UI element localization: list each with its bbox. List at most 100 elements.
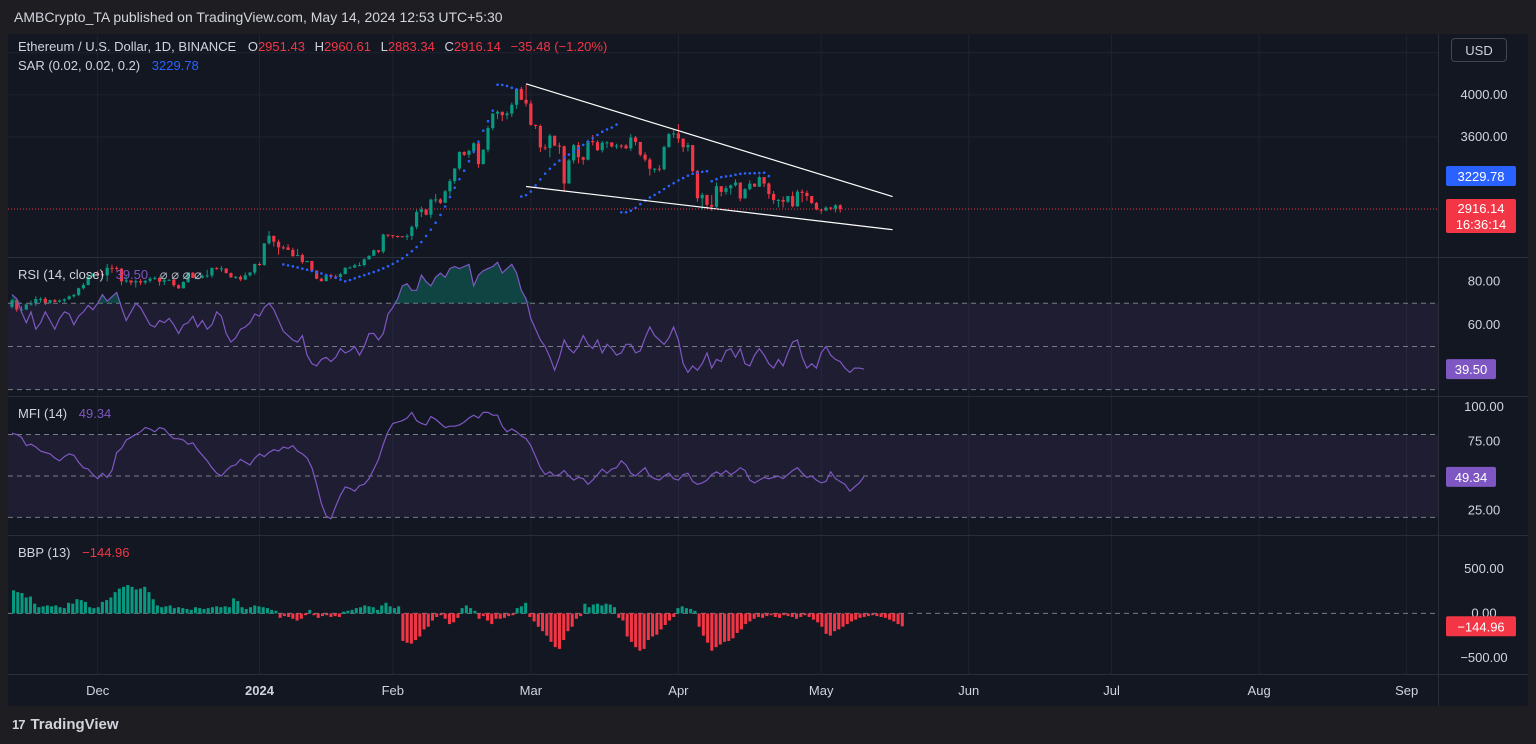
candle-body-96 [467,150,471,155]
bbp-bar-207 [888,613,892,620]
bbp-bar-57 [253,605,257,614]
rsi-pane[interactable] [8,261,1438,391]
bbp-bar-157 [676,608,680,614]
candle-body-162 [781,199,785,202]
trendline-lower [526,185,893,231]
sar-label: SAR (0.02, 0.02, 0.2) [18,58,140,73]
bbp-bar-180 [773,613,777,617]
bbp-bar-60 [265,608,269,614]
bbp-bar-193 [828,613,832,636]
bbp-bar-181 [778,613,782,618]
sar-dot-95 [734,173,737,176]
price-pane[interactable] [8,83,1438,314]
candle-102 [495,110,500,120]
bbp-bar-150 [646,613,650,641]
candle-body-172 [829,207,833,209]
bbp-bar-199 [854,613,858,620]
rsi-value-marker: 39.50 [1446,359,1496,380]
x-tick-7: Jul [1103,683,1120,698]
low-value: 2883.34 [388,39,435,54]
bbp-bar-154 [663,613,667,625]
sar-dot-57 [553,163,556,166]
candle-body-19 [100,274,105,276]
candle-145 [700,192,704,210]
bbp-bar-162 [697,613,701,627]
bbp-bar-28 [130,586,134,614]
candle-body-6 [38,298,43,300]
mfi-value-marker: 49.34 [1446,466,1496,487]
sar-dot-42 [481,129,485,132]
last-price-marker-label: 2916.14 [1458,201,1505,216]
candle-133 [643,152,647,162]
candle-body-119 [576,145,581,158]
bbp-bar-50 [223,606,227,614]
sar-dot-3 [296,266,299,269]
candle-144 [695,169,700,202]
candle-146 [705,194,709,208]
bbp-bar-33 [151,599,155,614]
bbp-bar-3 [24,597,28,614]
candle-35 [177,284,181,289]
sar-dot-23 [391,262,395,266]
mfi-pane[interactable] [8,411,1438,520]
candle-28 [143,280,147,285]
candle-112 [543,144,547,151]
tradingview-logo-icon: 17 [12,717,26,732]
candle-128 [619,144,623,149]
candle-body-160 [772,193,776,201]
candle-body-71 [348,267,352,269]
candle-body-135 [653,168,657,170]
candle-39 [196,277,200,279]
candle-body-82 [400,236,404,238]
candle-89 [434,193,438,203]
candle-114 [553,135,557,147]
bbp-bar-104 [452,613,456,623]
candle-65 [319,277,323,282]
bbp-bar-158 [680,606,684,614]
candle-84 [410,225,414,240]
bbp-bar-168 [723,613,727,642]
candle-90 [438,198,442,204]
candle-46 [229,272,233,278]
candle-body-33 [167,279,171,281]
candle-body-7 [43,298,47,303]
bbp-bar-22 [105,600,109,614]
bbp-bar-159 [684,608,688,614]
candle-129 [624,144,628,150]
bbp-bar-190 [816,613,820,623]
candle-body-28 [143,280,147,283]
bbp-bar-74 [325,613,329,616]
sar-dot-54 [539,178,542,181]
bbp-pane[interactable] [8,585,1438,651]
candle-body-62 [305,260,309,263]
candle-body-79 [386,234,390,236]
rsi-line [11,261,865,374]
bbp-bar-176 [756,613,760,617]
candle-75 [367,255,371,260]
bbp-bar-143 [617,613,621,618]
bbp-bar-183 [786,613,790,617]
tradingview-logo[interactable]: 17 TradingView [12,716,119,733]
sar-dot-80 [662,187,666,191]
bbp-bar-62 [274,610,278,614]
sar-dot-20 [377,269,380,272]
candle-50 [248,272,252,277]
currency-button[interactable]: USD [1451,38,1507,62]
candle-body-170 [819,209,823,211]
bbp-bar-137 [591,604,595,614]
svg-text:Ethereum / U.S. Dollar, 1D, BI: Ethereum / U.S. Dollar, 1D, BINANCE O295… [18,39,607,54]
bbp-bar-21 [100,601,104,614]
candle-80 [391,235,395,239]
sar-dot-38 [462,169,466,172]
candle-body-124 [600,142,604,151]
candle-body-136 [657,168,661,170]
candle-15 [81,282,85,290]
candle-63 [310,260,314,271]
candle-158 [762,177,766,188]
candle-16 [86,276,90,286]
bbp-bar-102 [443,613,447,619]
candle-18 [96,270,100,278]
candle-14 [77,287,81,297]
